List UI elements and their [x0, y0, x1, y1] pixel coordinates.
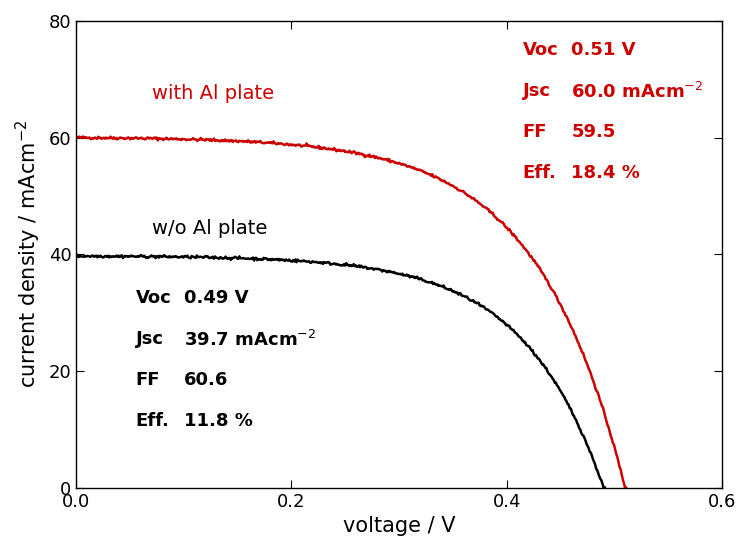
- Text: 18.4 %: 18.4 %: [572, 164, 640, 182]
- Text: FF: FF: [523, 123, 548, 141]
- Text: 60.0 mAcm$^{-2}$: 60.0 mAcm$^{-2}$: [572, 82, 704, 102]
- Text: with Al plate: with Al plate: [152, 84, 274, 103]
- Text: Voc: Voc: [523, 41, 559, 59]
- Text: Eff.: Eff.: [136, 412, 170, 430]
- Text: Jsc: Jsc: [136, 330, 164, 348]
- Text: 39.7 mAcm$^{-2}$: 39.7 mAcm$^{-2}$: [184, 330, 316, 350]
- Text: Voc: Voc: [136, 289, 171, 307]
- Text: 59.5: 59.5: [572, 123, 616, 141]
- Text: Jsc: Jsc: [523, 82, 550, 100]
- X-axis label: voltage / V: voltage / V: [343, 516, 455, 536]
- Y-axis label: current density / mAcm$^{-2}$: current density / mAcm$^{-2}$: [14, 120, 43, 388]
- Text: Eff.: Eff.: [523, 164, 556, 182]
- Text: 11.8 %: 11.8 %: [184, 412, 253, 430]
- Text: 0.49 V: 0.49 V: [184, 289, 248, 307]
- Text: FF: FF: [136, 371, 160, 389]
- Text: 0.51 V: 0.51 V: [572, 41, 636, 59]
- Text: 60.6: 60.6: [184, 371, 228, 389]
- Text: w/o Al plate: w/o Al plate: [152, 218, 267, 238]
